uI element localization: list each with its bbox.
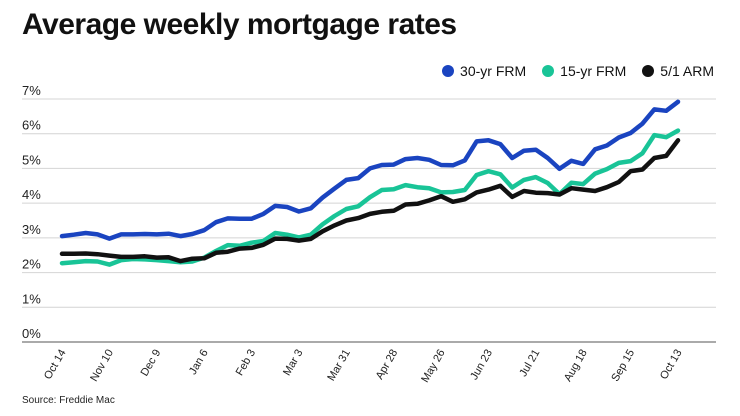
- y-tick-label: 5%: [22, 152, 41, 167]
- x-tick-label: Oct 14: [42, 348, 69, 382]
- x-tick-label: Aug 18: [562, 348, 590, 384]
- source-note: Source: Freddie Mac: [22, 395, 115, 406]
- legend-marker-30yr: [442, 65, 455, 77]
- x-tick-label: Jul 21: [517, 348, 542, 379]
- y-tick-label: 4%: [22, 187, 41, 202]
- legend-item-arm: 5/1 ARM: [642, 63, 714, 79]
- chart-legend: 30-yr FRM 15-yr FRM 5/1 ARM: [442, 63, 714, 79]
- y-tick-label: 3%: [22, 222, 41, 237]
- x-tick-label: Sep 15: [609, 348, 637, 384]
- x-tick-label: May 26: [419, 348, 447, 385]
- series-lines: [59, 99, 681, 267]
- x-tick-label: Feb 3: [234, 348, 258, 378]
- series-line-5-1-arm: [59, 138, 681, 264]
- x-tick-label: Jun 23: [468, 348, 495, 383]
- y-tick-label: 2%: [22, 257, 41, 272]
- y-tick-label: 1%: [22, 291, 41, 306]
- legend-label-30yr: 30-yr FRM: [460, 63, 527, 79]
- y-tick-label: 7%: [22, 83, 41, 98]
- legend-label-arm: 5/1 ARM: [660, 63, 714, 79]
- x-tick-label: Mar 3: [281, 348, 305, 378]
- x-tick-label: Mar 31: [325, 348, 353, 384]
- legend-marker-arm: [642, 65, 655, 77]
- legend-item-30yr: 30-yr FRM: [442, 63, 526, 79]
- legend-label-15yr: 15-yr FRM: [560, 63, 627, 79]
- x-tick-label: Oct 13: [658, 348, 685, 382]
- series-line-15-yr-frm: [59, 128, 681, 267]
- series-line-30-yr-frm: [59, 99, 681, 241]
- legend-marker-15yr: [542, 65, 555, 77]
- y-axis-ticks: 0% 1% 2% 3% 4% 5% 6% 7%: [22, 83, 41, 341]
- x-tick-label: Apr 28: [374, 348, 401, 382]
- x-tick-label: Dec 9: [139, 348, 164, 379]
- y-tick-label: 6%: [22, 118, 41, 133]
- page-title: Average weekly mortgage rates: [22, 8, 457, 41]
- legend-item-15yr: 15-yr FRM: [542, 63, 626, 79]
- x-axis-ticks: Oct 14 Nov 10 Dec 9 Jan 6 Feb 3 Mar 3 Mar 31 Ap…: [42, 348, 685, 385]
- y-tick-label: 0%: [22, 326, 41, 341]
- x-tick-label: Jan 6: [187, 348, 211, 377]
- x-tick-label: Nov 10: [88, 348, 116, 384]
- gridlines: [22, 98, 716, 343]
